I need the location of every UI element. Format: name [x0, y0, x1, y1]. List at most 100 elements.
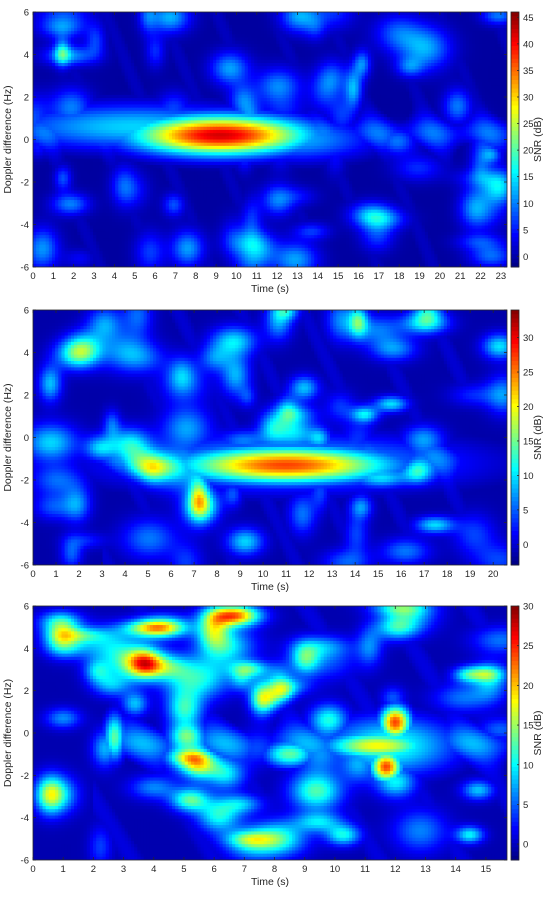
x-tick-label: 7 [191, 569, 196, 580]
x-tick-label: 9 [237, 569, 242, 580]
y-tick-label: -4 [21, 518, 29, 529]
y-tick-label: 0 [24, 433, 29, 444]
y-tick-label: 0 [24, 729, 29, 740]
x-tick-label: 20 [435, 271, 446, 282]
colorbar-tick-label: 35 [523, 66, 534, 77]
x-tick-label: 1 [61, 864, 66, 875]
x-tick-label: 1 [53, 569, 58, 580]
x-tick-label: 12 [304, 569, 315, 580]
x-axis-label: Time (s) [251, 876, 289, 888]
x-tick-label: 4 [112, 271, 117, 282]
y-tick-label: 2 [24, 391, 29, 402]
x-tick-label: 12 [272, 271, 283, 282]
colorbar-tick-label: 40 [523, 39, 534, 50]
y-tick-label: 6 [24, 8, 29, 19]
y-tick-label: 6 [24, 306, 29, 317]
y-tick-label: 4 [24, 644, 29, 655]
x-tick-label: 9 [302, 864, 307, 875]
x-tick-label: 8 [272, 864, 277, 875]
x-tick-label: 18 [442, 569, 453, 580]
x-tick-label: 13 [327, 569, 338, 580]
x-tick-label: 10 [330, 864, 341, 875]
x-tick-label: 23 [496, 271, 507, 282]
x-tick-label: 14 [313, 271, 324, 282]
x-tick-label: 11 [281, 569, 291, 580]
heatmap-cells [33, 12, 507, 267]
y-tick-label: 2 [24, 686, 29, 697]
colorbar-tick-label: 0 [523, 840, 528, 851]
y-tick-label: 2 [24, 93, 29, 104]
colorbar-tick-label: 0 [523, 252, 528, 263]
x-tick-label: 7 [173, 271, 178, 282]
y-tick-label: 6 [24, 602, 29, 613]
y-tick-label: -2 [21, 178, 29, 189]
x-tick-label: 17 [374, 271, 385, 282]
y-tick-label: 0 [24, 135, 29, 146]
x-tick-label: 14 [350, 569, 361, 580]
colorbar-tick-label: 15 [523, 172, 534, 183]
x-tick-label: 3 [91, 271, 96, 282]
colorbar-tick-label: 25 [523, 641, 534, 652]
x-tick-label: 7 [242, 864, 247, 875]
chart-panel-1: 0 1 2 3 4 5 6 7 8 9 10 11 12 13 14 15 16 17 18 19 20 21 22 23-6… [2, 8, 544, 296]
x-tick-label: 15 [373, 569, 384, 580]
x-tick-label: 19 [414, 271, 425, 282]
heatmap-cells [33, 606, 507, 860]
colorbar: 0 5 10 15 20 25 30 SNR (dB) [510, 602, 544, 861]
y-tick-label: 4 [24, 348, 29, 359]
y-tick-label: 4 [24, 50, 29, 61]
x-tick-label: 8 [193, 271, 198, 282]
x-tick-label: 13 [292, 271, 303, 282]
x-axis-label: Time (s) [251, 581, 289, 593]
colorbar-label: SNR (dB) [532, 711, 544, 756]
x-tick-label: 0 [30, 569, 35, 580]
colorbar-tick-label: 30 [523, 602, 534, 613]
x-tick-label: 20 [488, 569, 499, 580]
heatmap-cells [33, 310, 507, 565]
colorbar-tick-label: 30 [523, 333, 534, 344]
x-tick-label: 6 [152, 271, 157, 282]
x-tick-label: 17 [419, 569, 430, 580]
x-tick-label: 16 [396, 569, 407, 580]
y-tick-label: -6 [21, 856, 29, 867]
colorbar-tick-label: 20 [523, 146, 534, 157]
x-tick-label: 16 [353, 271, 364, 282]
y-tick-label: -4 [21, 220, 29, 231]
colorbar-tick-label: 5 [523, 800, 528, 811]
colorbar-tick-label: 25 [523, 368, 534, 379]
colorbar-label: SNR (dB) [532, 415, 544, 460]
y-tick-label: -6 [21, 561, 29, 572]
colorbar-tick-label: 15 [523, 436, 534, 447]
x-tick-label: 22 [475, 271, 486, 282]
y-tick-label: -2 [21, 771, 29, 782]
x-tick-label: 2 [71, 271, 76, 282]
x-tick-label: 2 [91, 864, 96, 875]
y-tick-label: -4 [21, 813, 29, 824]
colorbar-tick-label: 15 [523, 721, 534, 732]
y-axis-label: Doppler difference (Hz) [2, 85, 14, 193]
y-tick-label: -6 [21, 263, 29, 274]
x-tick-label: 15 [333, 271, 344, 282]
x-tick-label: 4 [151, 864, 156, 875]
colorbar-tick-label: 10 [523, 471, 534, 482]
x-tick-label: 5 [132, 271, 137, 282]
x-tick-label: 0 [30, 271, 35, 282]
colorbar: 0 5 10 15 20 25 30 SNR (dB) [510, 309, 544, 566]
x-tick-label: 12 [390, 864, 401, 875]
colorbar-label: SNR (dB) [532, 117, 544, 162]
x-tick-label: 15 [481, 864, 492, 875]
colorbar-tick-label: 45 [523, 13, 534, 24]
x-axis-label: Time (s) [251, 283, 289, 295]
x-tick-label: 19 [465, 569, 476, 580]
x-tick-label: 21 [455, 271, 466, 282]
y-axis-label: Doppler difference (Hz) [2, 383, 14, 491]
x-tick-label: 6 [168, 569, 173, 580]
x-tick-label: 13 [420, 864, 431, 875]
x-tick-label: 1 [51, 271, 56, 282]
x-tick-label: 10 [231, 271, 242, 282]
x-tick-label: 11 [252, 271, 262, 282]
colorbar: 0 5 10 15 20 25 30 35 40 45 SNR (dB) [510, 11, 544, 268]
colorbar-tick-label: 25 [523, 119, 534, 130]
